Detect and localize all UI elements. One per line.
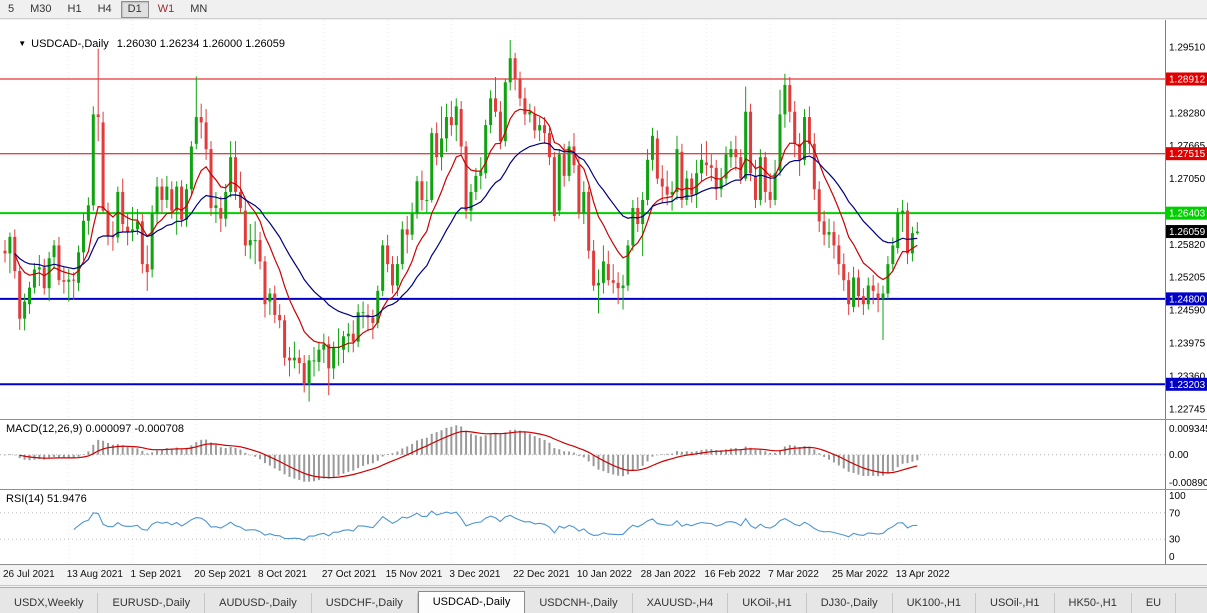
symbol-tab-uk100-h1[interactable]: UK100-,H1 <box>892 593 977 613</box>
price-tick-label: 1.25820 <box>1169 240 1206 251</box>
timeframe-button-h1[interactable]: H1 <box>67 2 82 15</box>
rsi-label: RSI(14) 51.9476 <box>6 493 87 505</box>
time-axis-label: 25 Mar 2022 <box>831 569 889 580</box>
current-price-label: 1.26059 <box>1166 225 1207 239</box>
price-tick-label: 1.27050 <box>1169 174 1206 185</box>
price-chart-canvas[interactable]: 1.29510 1.28280 1.27665 1.27050 1.25820 1.252… <box>0 20 1207 419</box>
level-price-label: 1.28912 <box>1166 72 1207 86</box>
chart-title-symbol: USDCAD-,Daily <box>31 38 109 50</box>
chart-title: ▼ USDCAD-,Daily 1.26030 1.26234 1.26000 1.… <box>6 26 285 62</box>
time-axis-label: 3 Dec 2021 <box>449 569 501 580</box>
timeframe-button-w1[interactable]: W1 <box>157 2 175 15</box>
symbol-tab-audusd-daily[interactable]: AUDUSD-,Daily <box>205 593 312 613</box>
rsi-axis-label: 100 <box>1169 491 1186 502</box>
symbol-tab-dj30-daily[interactable]: DJ30-,Daily <box>806 593 893 613</box>
symbol-tab-usdcad-daily[interactable]: USDCAD-,Daily <box>417 591 526 613</box>
rsi-axis-label: 30 <box>1169 535 1181 546</box>
time-axis-label: 26 Jul 2021 <box>3 569 55 580</box>
time-axis-label: 13 Apr 2022 <box>895 569 950 580</box>
collapse-icon[interactable]: ▼ <box>18 39 27 48</box>
time-axis-label: 15 Nov 2021 <box>385 569 443 580</box>
time-axis-label: 28 Jan 2022 <box>640 569 696 580</box>
timeframe-button-5[interactable]: 5 <box>8 2 15 15</box>
time-axis-label: 7 Mar 2022 <box>768 569 819 580</box>
macd-label: MACD(12,26,9) 0.000097 -0.000708 <box>6 423 184 435</box>
svg-text:1.28912: 1.28912 <box>1169 74 1206 85</box>
rsi-canvas[interactable]: 100 70 30 0 <box>0 490 1207 564</box>
symbol-tab-eu[interactable]: EU <box>1131 593 1177 613</box>
svg-text:1.23203: 1.23203 <box>1169 380 1206 391</box>
candlesticks <box>3 40 919 402</box>
time-axis-label: 27 Oct 2021 <box>321 569 377 580</box>
rsi-axis-label: 70 <box>1169 508 1181 519</box>
ma-fast-red <box>14 108 918 349</box>
rsi-panel[interactable]: 100 70 30 0 RSI(14) 51.9476 <box>0 490 1207 565</box>
time-axis-label: 8 Oct 2021 <box>258 569 307 580</box>
price-tick-label: 1.28280 <box>1169 108 1206 119</box>
time-axis-label: 22 Dec 2021 <box>513 569 570 580</box>
time-axis-label: 1 Sep 2021 <box>130 569 182 580</box>
svg-text:1.26059: 1.26059 <box>1169 227 1206 238</box>
price-tick-label: 1.24590 <box>1169 306 1206 317</box>
rsi-line <box>73 510 918 541</box>
price-tick-label: 1.29510 <box>1169 43 1206 54</box>
main-chart-panel[interactable]: 1.29510 1.28280 1.27665 1.27050 1.25820 1.252… <box>0 20 1207 420</box>
time-axis-label: 16 Feb 2022 <box>704 569 761 580</box>
svg-text:1.26403: 1.26403 <box>1169 209 1206 220</box>
level-price-label: 1.23203 <box>1166 377 1207 391</box>
time-axis-label: 13 Aug 2021 <box>66 569 123 580</box>
level-price-label: 1.24800 <box>1166 292 1207 306</box>
symbol-tab-hk50-h1[interactable]: HK50-,H1 <box>1054 593 1132 613</box>
chart-tabs-bar: USDX,Weekly EURUSD-,Daily AUDUSD-,Daily USD… <box>0 587 1207 613</box>
symbol-tab-usdcnh-daily[interactable]: USDCNH-,Daily <box>525 593 633 613</box>
chart-title-ohlc: 1.26030 1.26234 1.26000 1.26059 <box>116 38 285 50</box>
macd-signal-line <box>19 430 918 479</box>
macd-axis-label: -0.008907 <box>1169 478 1207 489</box>
price-tick-label: 1.25205 <box>1169 273 1206 284</box>
symbol-tab-usoil-h1[interactable]: USOil-,H1 <box>976 593 1055 613</box>
rsi-axis-label: 0 <box>1169 552 1175 563</box>
timeframe-button-h4[interactable]: H4 <box>97 2 112 15</box>
price-tick-label: 1.27665 <box>1169 141 1206 152</box>
timeframe-button-d1[interactable]: D1 <box>120 0 149 18</box>
svg-text:1.27515: 1.27515 <box>1169 149 1206 160</box>
macd-axis-label: 0.00 <box>1169 450 1189 461</box>
symbol-tab-usdchf-daily[interactable]: USDCHF-,Daily <box>311 593 418 613</box>
symbol-tab-eurusd-daily[interactable]: EURUSD-,Daily <box>98 593 206 613</box>
level-price-label: 1.26403 <box>1166 206 1207 220</box>
symbol-tab-xauusd-h4[interactable]: XAUUSD-,H4 <box>632 593 729 613</box>
symbol-tab-ukoil-h1[interactable]: UKOil-,H1 <box>728 593 807 613</box>
timeframe-button-mn[interactable]: MN <box>190 2 208 15</box>
timeframe-toolbar: 5 M30 H1 H4 D1 W1 MN <box>0 0 1207 19</box>
macd-axis-label: 0.009345 <box>1169 424 1207 435</box>
price-tick-label: 1.22745 <box>1169 404 1206 415</box>
level-price-label: 1.27515 <box>1166 147 1207 161</box>
timeframe-button-m30[interactable]: M30 <box>30 2 52 15</box>
macd-panel[interactable]: 0.009345 0.00 -0.008907 MACD(12,26,9) 0.00… <box>0 420 1207 490</box>
time-axis-label: 10 Jan 2022 <box>576 569 632 580</box>
ma-slow-navy <box>14 142 918 318</box>
time-axis[interactable]: 26 Jul 2021 13 Aug 2021 1 Sep 2021 20 Sep 2… <box>0 565 1207 586</box>
svg-text:1.24800: 1.24800 <box>1169 294 1206 305</box>
macd-histogram <box>4 425 919 482</box>
time-axis-label: 20 Sep 2021 <box>194 569 251 580</box>
price-tick-label: 1.23975 <box>1169 338 1206 349</box>
macd-canvas[interactable]: 0.009345 0.00 -0.008907 <box>0 420 1207 489</box>
price-tick-label: 1.23360 <box>1169 371 1206 382</box>
symbol-tab-usdx-weekly[interactable]: USDX,Weekly <box>0 593 99 613</box>
